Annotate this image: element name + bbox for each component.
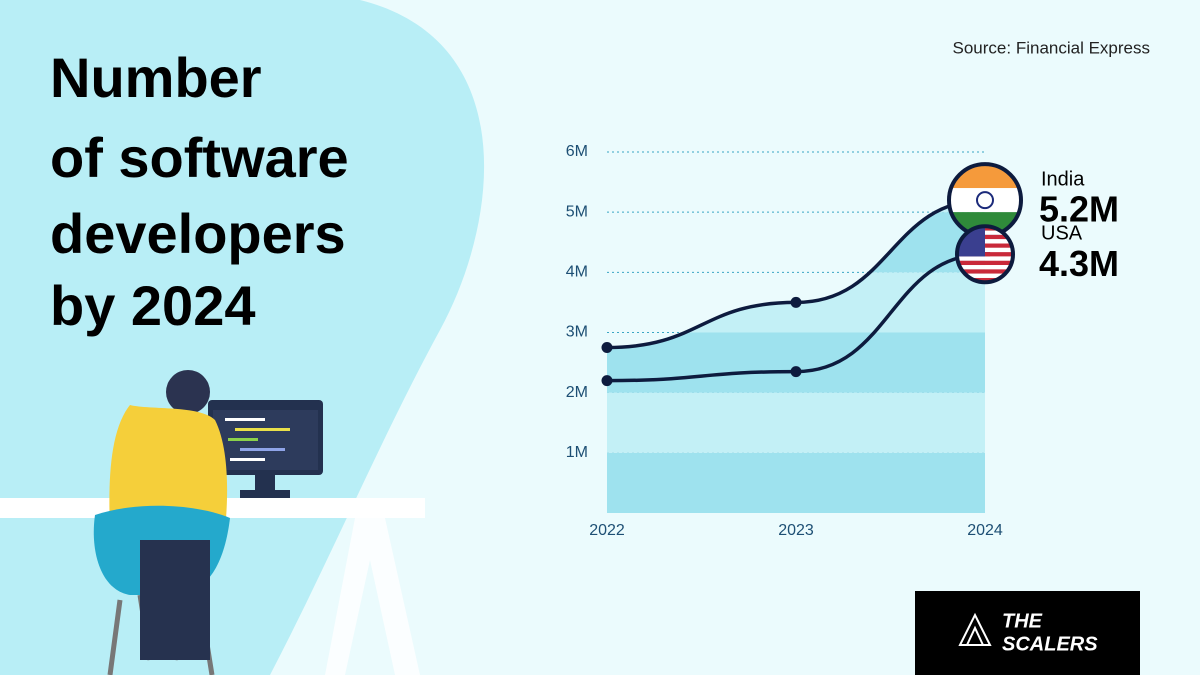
y-tick-label: 1M (566, 444, 588, 461)
band (607, 332, 985, 393)
y-tick-label: 5M (566, 203, 588, 220)
title-line: Number (50, 46, 262, 109)
stripe (957, 265, 1013, 270)
point (601, 375, 613, 387)
point (601, 342, 613, 354)
x-tick-label: 2023 (778, 522, 814, 539)
legend-label: India (1041, 168, 1085, 190)
band (607, 452, 985, 513)
y-tick-label: 3M (566, 324, 588, 341)
series-line (606, 252, 986, 383)
y-tick-label: 6M (566, 143, 588, 160)
flag-art (957, 226, 1013, 283)
x-tick-label: 2022 (589, 522, 625, 539)
legend-label: USA (1041, 223, 1083, 245)
stripe (957, 273, 1013, 278)
logo-text: SCALERS (1002, 633, 1098, 655)
point (790, 366, 802, 378)
title-line: developers (50, 202, 346, 265)
band (607, 392, 985, 453)
wheel (976, 191, 994, 210)
title: Number of software developers by 2024 (50, 46, 349, 337)
x-tick-label: 2024 (967, 522, 1003, 539)
stripe (957, 260, 1013, 266)
logo-text: THE (1002, 610, 1043, 632)
logo: THE SCALERS (915, 591, 1140, 675)
source: Source: Financial Express (953, 38, 1150, 57)
stripe (957, 256, 1013, 261)
illustration (0, 370, 425, 675)
value-label: 4.3M (1039, 243, 1119, 284)
stripe (957, 269, 1013, 274)
flag (955, 224, 1015, 285)
y-tick-label: 4M (566, 264, 588, 281)
title-line: of software (50, 126, 349, 189)
flag-ring (955, 224, 1015, 285)
y-tick-label: 2M (566, 384, 588, 401)
point (790, 296, 802, 308)
stripe (957, 277, 1013, 283)
title-line: by 2024 (50, 274, 256, 337)
value-label: 5.2M (1039, 189, 1119, 230)
